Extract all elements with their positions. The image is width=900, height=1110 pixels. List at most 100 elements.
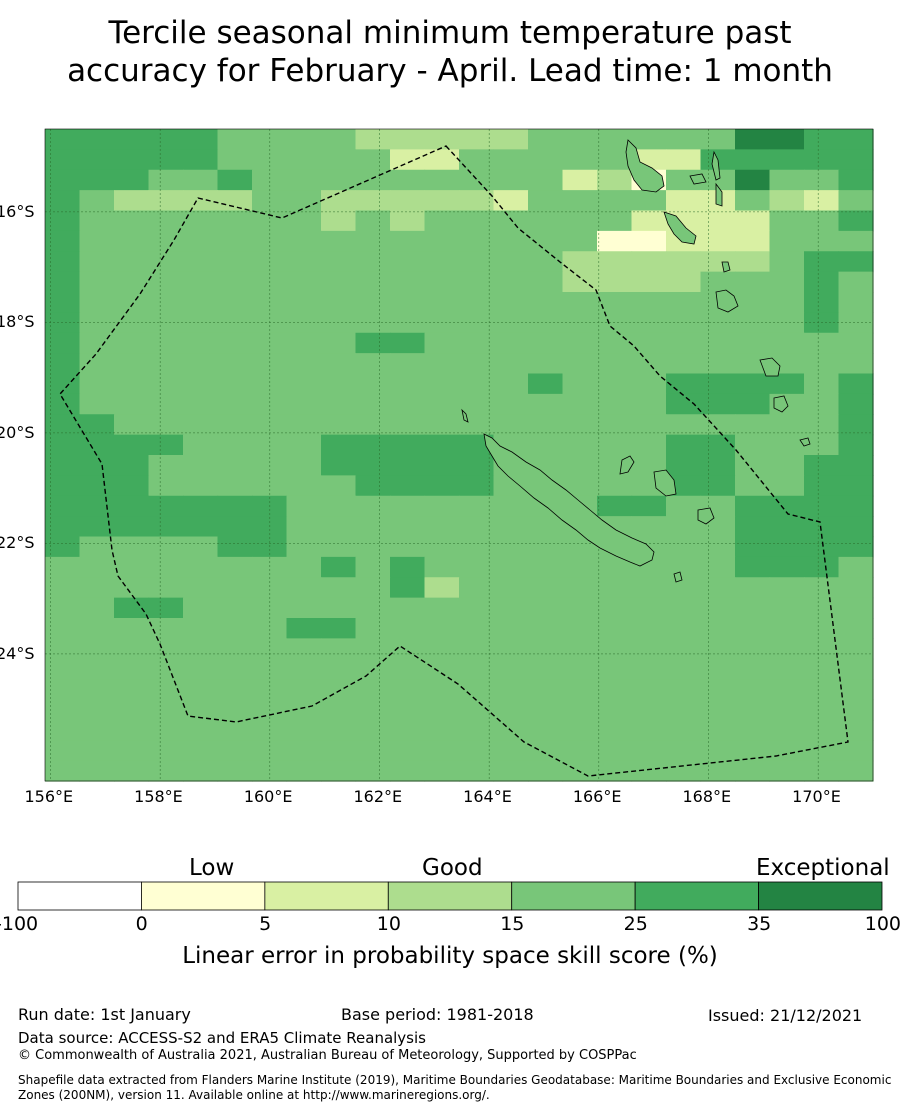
skill-cell — [321, 230, 357, 252]
colorbar-tick-label: 5 — [259, 913, 272, 935]
skill-cell — [528, 740, 564, 762]
skill-cell — [838, 516, 874, 538]
skill-cell — [666, 719, 702, 741]
skill-cell — [252, 760, 288, 782]
skill-cell — [321, 516, 357, 538]
skill-cell — [459, 373, 495, 395]
skill-cell — [183, 455, 219, 476]
skill-cell — [114, 556, 150, 578]
skill-cell — [700, 210, 736, 232]
skill-cell — [183, 679, 219, 701]
skill-cell — [493, 190, 529, 212]
skill-cell — [45, 230, 81, 252]
skill-cell — [390, 679, 426, 701]
skill-cell — [355, 251, 391, 273]
skill-cell — [286, 475, 322, 497]
skill-cell — [79, 271, 115, 293]
skill-cell — [321, 149, 357, 171]
new-caledonia-coastline — [483, 433, 655, 567]
skill-cell — [183, 536, 219, 558]
skill-cell — [286, 577, 322, 599]
skill-cell — [700, 536, 736, 558]
colorbar-bin — [511, 881, 636, 911]
skill-cell — [700, 719, 736, 741]
skill-cell — [424, 230, 460, 252]
skill-cell — [528, 271, 564, 293]
skill-cell — [528, 129, 564, 150]
skill-cell — [183, 332, 219, 354]
skill-cell — [424, 618, 460, 639]
skill-cell — [597, 618, 633, 639]
skill-cell — [390, 129, 426, 150]
skill-cell — [769, 699, 805, 721]
run-date: Run date: 1st January — [18, 1005, 191, 1024]
skill-cell — [424, 658, 460, 680]
skill-cell — [286, 556, 322, 578]
skill-cell — [838, 455, 874, 476]
skill-cell — [114, 495, 150, 517]
skill-cell — [769, 536, 805, 558]
ouvea-coastline — [619, 455, 635, 475]
skill-cell — [321, 271, 357, 293]
skill-cell — [562, 740, 598, 762]
skill-cell — [528, 556, 564, 578]
skill-cell — [355, 495, 391, 517]
skill-cell — [183, 353, 219, 375]
skill-cell — [631, 434, 667, 456]
skill-cell — [217, 556, 253, 578]
skill-cell — [459, 332, 495, 354]
skill-cell — [252, 434, 288, 456]
skill-cell — [459, 556, 495, 578]
longitude-label: 166°E — [572, 787, 622, 806]
skill-cell — [286, 414, 322, 436]
skill-cell — [424, 129, 460, 150]
skill-cell — [390, 414, 426, 436]
skill-cell — [355, 516, 391, 538]
skill-cell — [321, 760, 357, 782]
skill-cell — [493, 210, 529, 232]
skill-cell — [390, 210, 426, 232]
skill-cell — [424, 760, 460, 782]
skill-cell — [148, 129, 184, 150]
colorbar-tick-label: 100 — [864, 913, 900, 935]
skill-cell — [217, 495, 253, 517]
skill-cell — [252, 292, 288, 313]
skill-cell — [148, 556, 184, 578]
skill-cell — [390, 475, 426, 497]
skill-cell — [562, 577, 598, 599]
skill-cell — [700, 618, 736, 639]
colorbar-bins — [17, 881, 883, 911]
skill-cell — [321, 190, 357, 212]
skill-cell — [45, 210, 81, 232]
skill-cell — [631, 353, 667, 375]
skill-cell — [700, 393, 736, 415]
skill-cell — [700, 271, 736, 293]
skill-cell — [700, 373, 736, 395]
skill-cell — [735, 618, 771, 639]
skill-cell — [597, 251, 633, 273]
skill-cell — [562, 618, 598, 639]
skill-cell — [286, 251, 322, 273]
skill-cell — [321, 658, 357, 680]
skill-cell — [286, 658, 322, 680]
issued-date: Issued: 21/12/2021 — [708, 1006, 863, 1025]
skill-cell — [217, 760, 253, 782]
skill-cell — [355, 618, 391, 639]
skill-cell — [804, 475, 840, 497]
skill-cell — [252, 597, 288, 619]
skill-cell — [493, 618, 529, 639]
skill-cell — [45, 190, 81, 212]
skill-cell — [562, 719, 598, 741]
skill-cell — [252, 393, 288, 415]
skill-cell — [804, 190, 840, 212]
skill-cell — [631, 679, 667, 701]
eez-dashed-line — [59, 145, 849, 777]
skill-cell — [562, 230, 598, 252]
skill-cell — [666, 760, 702, 782]
skill-cell — [769, 210, 805, 232]
skill-cell — [769, 658, 805, 680]
skill-cell — [183, 618, 219, 639]
skill-cell — [45, 618, 81, 639]
skill-cell — [183, 230, 219, 252]
skill-cell — [183, 190, 219, 212]
